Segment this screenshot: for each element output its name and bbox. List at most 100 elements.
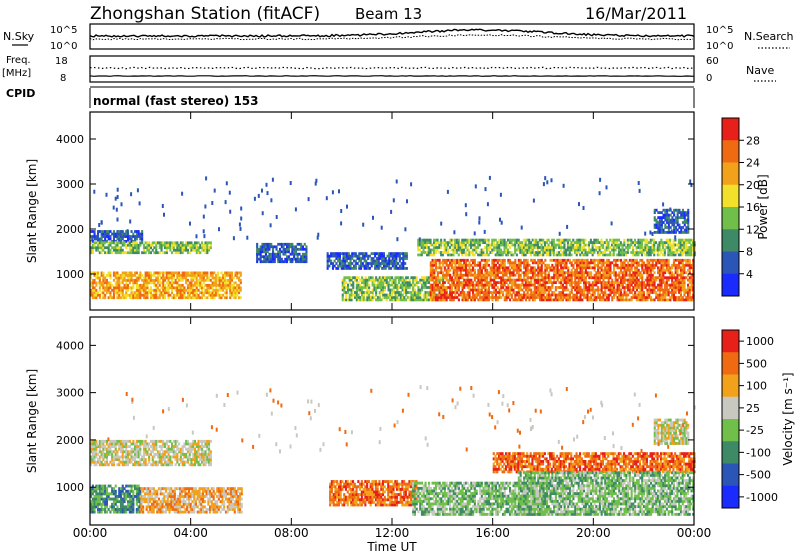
power-cell xyxy=(620,296,623,299)
power-cell xyxy=(509,288,512,292)
power-cell xyxy=(289,252,292,256)
power-cell xyxy=(512,271,515,275)
power-cell xyxy=(206,274,209,277)
power-cell xyxy=(590,266,593,270)
power-cell xyxy=(465,266,468,270)
power-cell xyxy=(637,273,640,277)
power-cell xyxy=(567,298,570,302)
power-cell xyxy=(111,246,114,250)
power-cell xyxy=(502,263,505,267)
power-cell xyxy=(457,293,460,297)
power-cell xyxy=(554,296,557,299)
power-cell xyxy=(393,254,396,258)
power-cell xyxy=(149,243,152,247)
power-cell xyxy=(394,283,397,287)
power-cell xyxy=(681,221,684,224)
power-cell xyxy=(125,296,128,300)
power-cell xyxy=(581,246,584,249)
power-cell xyxy=(551,248,554,252)
power-cell xyxy=(487,253,490,257)
power-cell xyxy=(155,283,158,287)
power-cell xyxy=(667,218,670,222)
power-cell xyxy=(514,291,517,294)
power-cell xyxy=(554,273,557,277)
power-cell xyxy=(350,293,353,297)
power-cell xyxy=(452,296,455,299)
power-cell xyxy=(685,231,688,234)
power-cell xyxy=(417,293,420,297)
power-cell xyxy=(574,288,577,292)
power-cell xyxy=(681,286,684,289)
power-cell xyxy=(494,281,497,284)
power-cell xyxy=(202,276,205,280)
power-cell xyxy=(523,258,526,262)
power-cell xyxy=(542,298,545,302)
power-cell xyxy=(256,245,259,249)
power-cell xyxy=(588,283,591,287)
power-cell xyxy=(293,257,296,261)
power-cell xyxy=(148,246,151,250)
power-cell xyxy=(609,293,612,297)
power-cell xyxy=(445,261,448,265)
power-cell xyxy=(544,278,547,282)
power-cell xyxy=(472,281,475,284)
power-cell xyxy=(510,266,513,270)
power-cell xyxy=(502,286,505,289)
power-cell xyxy=(533,251,536,254)
power-cell xyxy=(454,291,457,294)
power-cell xyxy=(183,296,186,300)
power-cell xyxy=(593,261,596,265)
power-cell xyxy=(151,278,154,282)
power-cell xyxy=(486,258,489,262)
power-cell xyxy=(368,296,371,299)
power-cell xyxy=(174,248,177,252)
power-cell xyxy=(655,218,658,222)
power-cell xyxy=(473,276,476,280)
power-cell xyxy=(529,248,532,252)
power-cell xyxy=(213,281,216,285)
power-cell xyxy=(639,286,642,289)
power-cell xyxy=(556,268,559,272)
power-cell xyxy=(366,288,369,292)
power-cell xyxy=(301,255,304,259)
power-cell xyxy=(597,288,600,292)
power-cell xyxy=(426,286,429,289)
power-cell xyxy=(540,248,543,252)
power-cell xyxy=(222,283,225,287)
power-cell xyxy=(447,296,450,299)
power-cell xyxy=(296,252,299,256)
power-cell xyxy=(593,238,596,242)
power-cell xyxy=(521,288,524,292)
power-cell xyxy=(364,286,367,289)
power-cell xyxy=(501,251,504,254)
power-cell xyxy=(160,271,163,275)
power-cell xyxy=(473,268,476,272)
power-cell xyxy=(576,293,579,297)
power-cell xyxy=(588,296,591,299)
power-cell xyxy=(227,271,230,275)
power-cell xyxy=(581,253,584,257)
power-cell xyxy=(537,251,540,254)
nave-tick-top: 60 xyxy=(706,56,719,67)
power-cell xyxy=(657,298,660,302)
power-cell xyxy=(90,248,93,252)
power-cell xyxy=(355,288,358,292)
power-cell xyxy=(227,283,230,287)
power-cell xyxy=(208,288,211,292)
power-cell xyxy=(419,298,422,302)
power-cell xyxy=(514,238,517,242)
power-cell xyxy=(559,238,562,242)
power-cell xyxy=(193,291,196,295)
power-cell xyxy=(589,248,592,252)
power-cell xyxy=(202,286,205,290)
power-cell xyxy=(484,278,487,282)
power-cell xyxy=(531,261,534,265)
power-cell xyxy=(436,278,439,282)
power-cell xyxy=(524,286,527,289)
power-cell xyxy=(128,251,131,255)
power-cell xyxy=(429,251,432,254)
power-cell xyxy=(628,298,631,302)
power-cell xyxy=(598,298,601,302)
power-cell xyxy=(579,248,582,252)
power-cell xyxy=(628,276,631,280)
